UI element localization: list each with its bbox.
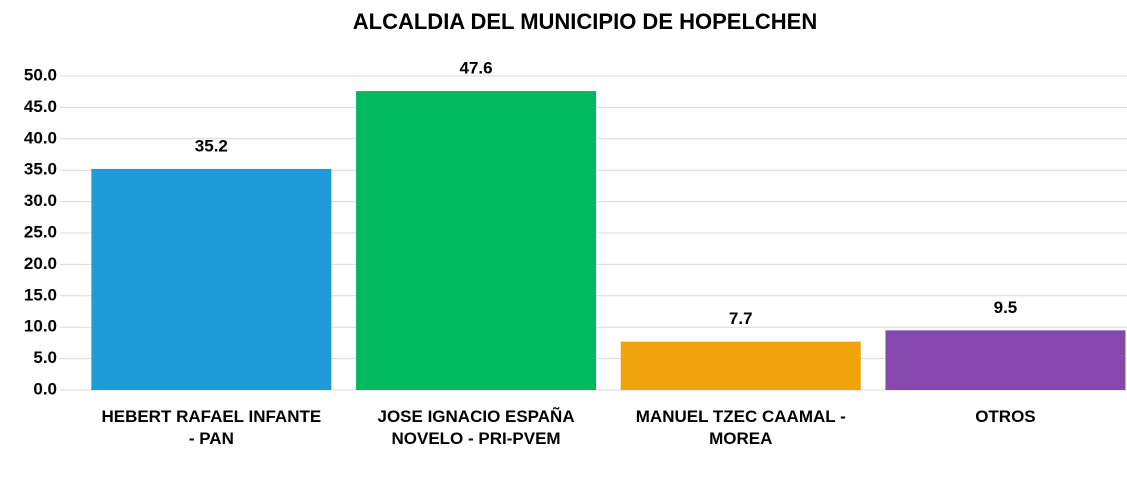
x-tick-label-box: MANUEL TZEC CAAMAL - MOREA — [635, 407, 846, 448]
x-tick-label: OTROS — [975, 407, 1036, 426]
x-tick-label: HEBERT RAFAEL INFANTE - PAN — [101, 407, 322, 448]
y-tick-label: 50.0 — [24, 65, 57, 84]
data-label: 7.7 — [729, 309, 753, 328]
y-tick-label: 30.0 — [24, 191, 57, 210]
y-tick-label: 40.0 — [24, 128, 57, 147]
x-tick-label-box: HEBERT RAFAEL INFANTE - PAN — [101, 407, 322, 448]
x-tick-label: MANUEL TZEC CAAMAL - MOREA — [635, 407, 846, 448]
x-tick-label-box: OTROS — [975, 407, 1036, 426]
y-tick-label: 0.0 — [33, 379, 57, 398]
y-tick-label: 15.0 — [24, 285, 57, 304]
x-tick-label: JOSE IGNACIO ESPAÑA NOVELO - PRI-PVEM — [377, 407, 575, 448]
y-tick-label: 35.0 — [24, 160, 57, 179]
y-tick-label: 20.0 — [24, 254, 57, 273]
y-tick-label: 10.0 — [24, 317, 57, 336]
data-label: 9.5 — [994, 298, 1018, 317]
x-tick-label-box: JOSE IGNACIO ESPAÑA NOVELO - PRI-PVEM — [377, 407, 575, 448]
y-tick-label: 25.0 — [24, 222, 57, 241]
data-label: 47.6 — [460, 59, 493, 78]
bar — [91, 168, 332, 390]
bar — [620, 341, 861, 390]
y-tick-label: 5.0 — [33, 348, 57, 367]
y-tick-label: 45.0 — [24, 97, 57, 116]
bar — [356, 91, 597, 391]
bar — [885, 330, 1126, 390]
data-label: 35.2 — [195, 136, 228, 155]
chart-title: ALCALDIA DEL MUNICIPIO DE HOPELCHEN — [353, 9, 817, 34]
